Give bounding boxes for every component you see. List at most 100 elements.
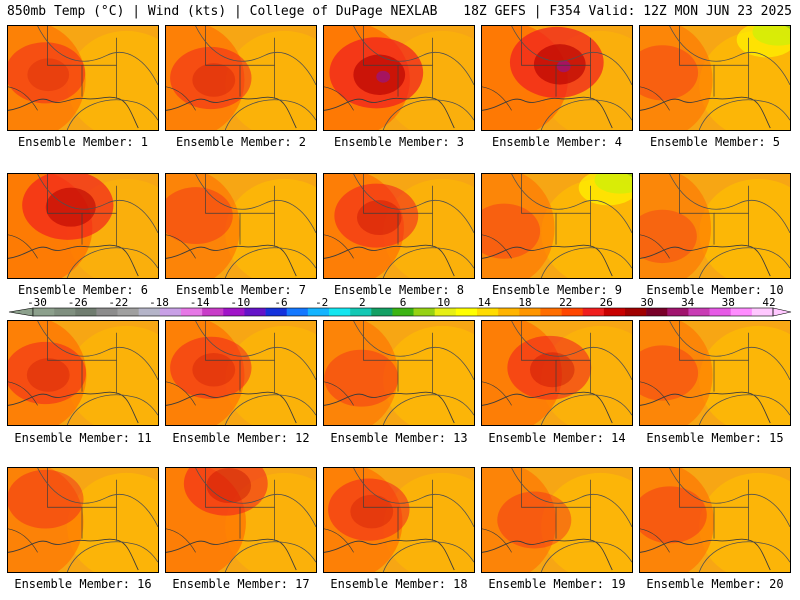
colorbar-segment: [498, 308, 520, 316]
colorbar-tick-label: 34: [681, 298, 695, 309]
colorbar-tick-label: -26: [68, 298, 88, 309]
colorbar-segment: [244, 308, 266, 316]
colorbar-segment: [286, 308, 309, 316]
colorbar-segment: [307, 308, 330, 316]
ensemble-member-map-13: [323, 320, 475, 426]
colorbar-tick-label: 2: [359, 298, 366, 309]
colorbar-segment: [223, 308, 245, 316]
colorbar-tick-label: 14: [478, 298, 492, 309]
temperature-field: [324, 321, 474, 425]
ensemble-member-label-16: Ensemble Member: 16: [14, 577, 152, 591]
ensemble-member-map-5: [639, 25, 791, 131]
header-left-title: 850mb Temp (°C) | Wind (kts) | College o…: [7, 4, 438, 19]
colorbar-tick-label: -10: [230, 298, 250, 309]
temperature-field: [8, 468, 158, 572]
colorbar-segment: [582, 308, 605, 316]
ensemble-member-label-5: Ensemble Member: 5: [649, 135, 781, 149]
colorbar-tick-label: 18: [518, 298, 531, 309]
temperature-field: [8, 321, 158, 425]
colorbar-segment: [181, 308, 203, 316]
colorbar-segment: [159, 308, 182, 316]
colorbar-segment: [688, 308, 710, 316]
colorbar-segment: [709, 308, 732, 316]
colorbar-segment: [138, 308, 161, 316]
ensemble-member-map-7: [165, 173, 317, 279]
colorbar-segment: [625, 308, 647, 316]
ensemble-member-map-8: [323, 173, 475, 279]
colorbar-segment: [751, 308, 774, 316]
colorbar-tick-label: 42: [762, 298, 775, 309]
colorbar-tick-label: 6: [400, 298, 407, 309]
colorbar-segment: [202, 308, 224, 316]
ensemble-member-label-4: Ensemble Member: 4: [491, 135, 623, 149]
colorbar-tick-label: -30: [27, 298, 47, 309]
ensemble-member-label-1: Ensemble Member: 1: [17, 135, 149, 149]
ensemble-member-map-20: [639, 467, 791, 573]
ensemble-member-label-19: Ensemble Member: 19: [488, 577, 626, 591]
ensemble-member-map-11: [7, 320, 159, 426]
ensemble-member-label-2: Ensemble Member: 2: [175, 135, 307, 149]
colorbar-segment: [329, 308, 351, 316]
temperature-field: [640, 26, 790, 130]
ensemble-member-map-16: [7, 467, 159, 573]
colorbar-segment: [392, 308, 414, 316]
ensemble-member-label-11: Ensemble Member: 11: [14, 431, 152, 445]
colorbar-tick-label: -18: [149, 298, 169, 309]
colorbar-segment: [730, 308, 753, 316]
temperature-field: [640, 321, 790, 425]
ensemble-member-map-1: [7, 25, 159, 131]
temperature-field: [8, 174, 158, 278]
temperature-field: [8, 26, 158, 130]
temperature-field: [166, 26, 316, 130]
colorbar-segment: [350, 308, 372, 316]
colorbar-segment: [265, 308, 288, 316]
temperature-field: [482, 174, 632, 278]
colorbar-left-arrow: [8, 307, 34, 317]
colorbar-segment: [455, 308, 478, 316]
colorbar-tick-label: -6: [274, 298, 287, 309]
ensemble-member-label-14: Ensemble Member: 14: [488, 431, 626, 445]
colorbar-tick-label: 10: [437, 298, 450, 309]
ensemble-member-label-8: Ensemble Member: 8: [333, 283, 465, 297]
temperature-colorbar: -30 -26 -22 -18 -14 -10 -6 -2 2 6 10 14 18 22 26 30 34 38…: [8, 298, 792, 317]
ensemble-member-map-19: [481, 467, 633, 573]
colorbar-tick-label: 22: [559, 298, 572, 309]
ensemble-member-label-15: Ensemble Member: 15: [646, 431, 784, 445]
ensemble-member-label-12: Ensemble Member: 12: [172, 431, 310, 445]
ensemble-member-label-13: Ensemble Member: 13: [330, 431, 468, 445]
colorbar-segment: [667, 308, 689, 316]
ensemble-member-label-3: Ensemble Member: 3: [333, 135, 465, 149]
colorbar-tick-label: -2: [315, 298, 328, 309]
ensemble-member-map-10: [639, 173, 791, 279]
ensemble-member-map-4: [481, 25, 633, 131]
colorbar-segment: [603, 308, 626, 316]
ensemble-member-label-7: Ensemble Member: 7: [175, 283, 307, 297]
temperature-field: [324, 468, 474, 572]
colorbar-segment: [371, 308, 393, 316]
colorbar-segment: [96, 308, 118, 316]
colorbar-segment: [646, 308, 668, 316]
ensemble-member-label-10: Ensemble Member: 10: [646, 283, 784, 297]
colorbar-segment: [54, 308, 76, 316]
temperature-field: [166, 174, 316, 278]
ensemble-member-map-17: [165, 467, 317, 573]
colorbar-tick-label: -14: [190, 298, 210, 309]
colorbar-segment: [477, 308, 499, 316]
colorbar-right-arrow: [772, 307, 792, 317]
colorbar-segment: [33, 308, 55, 316]
ensemble-member-map-3: [323, 25, 475, 131]
colorbar-tick-label: -22: [108, 298, 128, 309]
temperature-field: [482, 26, 632, 130]
ensemble-member-map-12: [165, 320, 317, 426]
colorbar-segment: [540, 308, 562, 316]
colorbar-segment: [413, 308, 436, 316]
temperature-field: [166, 468, 316, 572]
ensemble-member-map-2: [165, 25, 317, 131]
temperature-field: [324, 174, 474, 278]
colorbar-segment: [434, 308, 457, 316]
ensemble-member-map-9: [481, 173, 633, 279]
ensemble-member-label-9: Ensemble Member: 9: [491, 283, 623, 297]
ensemble-member-label-6: Ensemble Member: 6: [17, 283, 149, 297]
ensemble-member-map-18: [323, 467, 475, 573]
temperature-field: [640, 468, 790, 572]
